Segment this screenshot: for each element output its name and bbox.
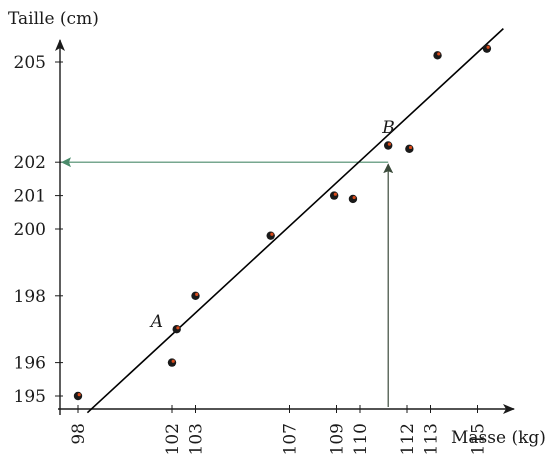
point-label-a: A: [149, 312, 163, 332]
data-point: [348, 194, 358, 204]
axes: [55, 39, 515, 415]
y-axis-title: Taille (cm): [8, 9, 99, 29]
y-tick-label: 201: [14, 187, 46, 207]
tick-labels: 98 102 103 107 109 110 112 113 115 195 196 198 200 20…: [14, 53, 489, 455]
x-tick-label: 115: [469, 423, 489, 455]
x-axis-title: Masse (kg): [451, 428, 546, 448]
x-tick-label: 103: [187, 423, 207, 455]
x-tick-label: 98: [69, 423, 89, 445]
regression-line: [86, 28, 504, 414]
data-point: [433, 51, 442, 60]
point-label-b: B: [381, 118, 395, 138]
x-tick-label: 112: [398, 423, 418, 455]
y-tick-label: 196: [14, 354, 46, 374]
data-point: [167, 358, 177, 367]
y-tick-label: 198: [14, 287, 46, 307]
point-labels: AB: [149, 118, 395, 332]
data-point: [405, 144, 414, 154]
data-point: [191, 291, 200, 300]
data-point: [172, 325, 181, 334]
x-tick-label: 113: [422, 423, 442, 455]
y-tick-label: 205: [14, 53, 46, 73]
data-point: [482, 44, 492, 53]
y-tick-label: 195: [14, 387, 46, 407]
data-point: [384, 141, 393, 150]
regression-line-group: [86, 28, 504, 414]
data-point: [329, 191, 339, 200]
x-tick-label: 110: [351, 423, 371, 455]
x-tick-label: 109: [328, 423, 348, 455]
x-tick-label: 102: [163, 423, 183, 455]
x-tick-label: 107: [281, 423, 301, 455]
y-tick-label: 200: [14, 220, 46, 240]
data-point: [266, 231, 275, 240]
data-points: [73, 44, 492, 401]
reading-guides: [61, 157, 394, 407]
data-point: [73, 391, 83, 401]
y-tick-label: 202: [14, 153, 46, 173]
